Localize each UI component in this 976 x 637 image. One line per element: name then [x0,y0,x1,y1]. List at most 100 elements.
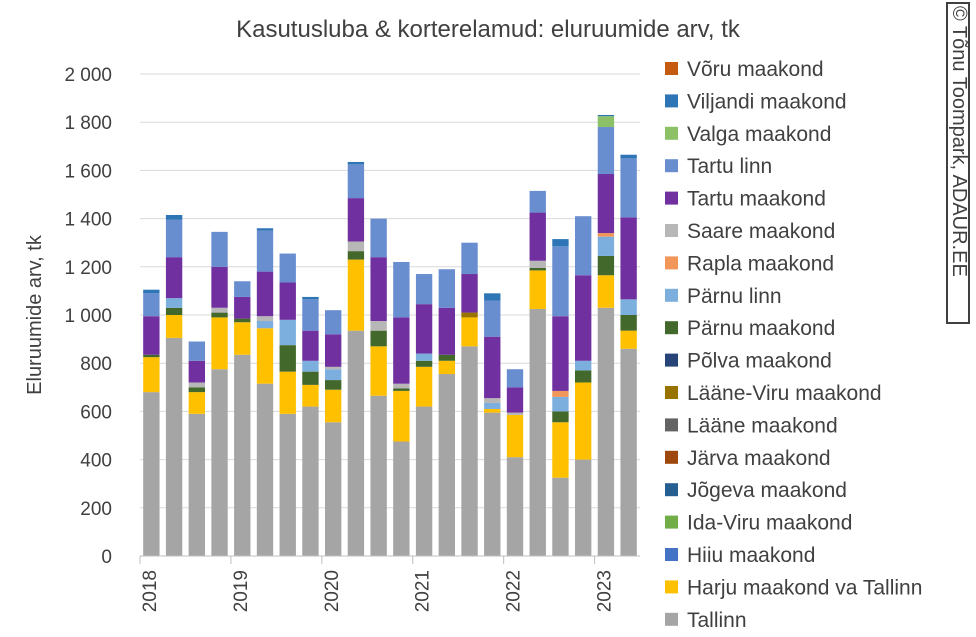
bar-segment [438,269,455,308]
bar-segment [415,366,433,407]
bar-segment [325,422,342,556]
bar-segment [234,322,251,355]
bar-segment [370,218,387,258]
x-tick-label: 2022 [504,570,525,612]
bar-segment [393,441,410,556]
bar-segment [620,315,637,331]
bar-segment [279,253,296,283]
bar-segment [529,212,546,261]
bar-segment [597,114,615,117]
bar-segment [415,274,433,305]
bar-segment [143,357,160,393]
bar-segment [256,383,274,556]
legend-label: Hiiu maakond [687,544,815,567]
bar-segment [597,127,615,175]
bar-segment [325,389,342,423]
bar-segment [302,296,319,300]
bar-segment [393,317,410,384]
bar-segment [552,316,569,391]
bar-segment [529,190,546,213]
bar-segment [302,371,319,385]
bar-segment [347,198,365,242]
bar-segment [188,341,205,361]
legend-swatch [665,418,678,432]
bar-segment [620,348,637,556]
y-tick-label: 1 400 [64,210,112,231]
bar-segment [552,411,569,423]
y-tick-label: 1 000 [64,306,112,327]
bar-segment [506,387,524,413]
bar-segment [165,257,183,299]
bar-segment [415,304,433,354]
bar-segment [484,408,501,413]
y-tick-label: 0 [101,547,112,568]
bar-segment [575,382,592,460]
legend-swatch [665,126,678,140]
bar-segment [415,406,433,556]
legend-swatch [665,353,678,367]
bar-segment [143,293,160,317]
legend-swatch [665,94,678,108]
bar-segment [211,317,228,370]
bar-segment [370,346,387,396]
bar-segment [529,260,546,268]
legend-label: Tartu linn [687,155,772,178]
bar-segment [256,328,274,384]
bar-segment [552,477,569,556]
bar-segment [575,459,592,556]
y-axis-label: Eluruumide arv, tk [24,234,46,395]
bar-segment [256,228,274,231]
bar-segment [620,154,637,159]
y-tick-label: 600 [80,402,112,423]
x-tick-label: 2018 [140,570,161,612]
bar-segment [165,307,183,315]
bar-segment [597,116,615,128]
bar-segment [211,266,228,308]
bar-segment [211,369,228,556]
bar-segment [188,382,205,388]
bar-segment [165,219,183,258]
bar-segment [552,422,569,478]
legend-label: Rapla maakond [687,252,834,275]
legend-swatch [665,62,678,75]
bar-segment [438,354,455,361]
bar-segment [552,239,569,247]
bar-segment [347,330,365,556]
bar-segment [370,257,387,322]
bar-segment [461,274,478,313]
bar-segment [188,413,205,556]
bar-segment [347,241,365,252]
bar-segment [188,392,205,414]
bar-segment [347,164,365,199]
bar-segment [620,330,637,349]
legend-label: Pärnu maakond [687,317,835,340]
legend-swatch [665,288,678,302]
bar-segment [143,392,160,556]
legend-label: Põlva maakond [687,350,832,373]
bar-segment [484,398,501,403]
bar-segment [620,299,637,315]
bar-segment [415,360,433,367]
bar-segment [256,271,274,317]
bar-segment [211,307,228,313]
legend-label: Viljandi maakond [687,90,847,113]
bar-segment [279,371,296,414]
bar-segment [438,374,455,556]
legend-label: Lääne maakond [687,414,838,437]
bar-segment [393,261,410,318]
bar-segment [370,321,387,331]
bar-segment [484,300,501,337]
bar-segment [211,231,228,267]
bar-segment [165,214,183,220]
bar-segment [620,158,637,218]
bar-segment [279,413,296,556]
bar-segment [302,384,319,407]
bar-segment [188,387,205,393]
bar-segment [302,299,319,331]
bar-segment [597,275,615,308]
bar-segment [620,217,637,300]
bar-segment [461,312,478,318]
bar-segment [461,242,478,275]
legend-label: Ida-Viru maakond [687,512,852,535]
